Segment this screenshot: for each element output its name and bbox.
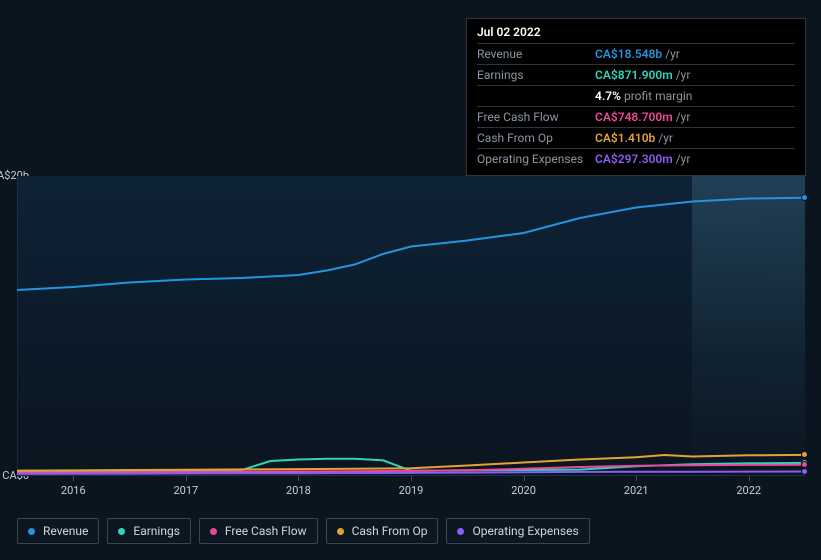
legend-dot-icon: [28, 528, 35, 535]
legend-dot-icon: [337, 528, 344, 535]
series-revenue: [17, 198, 805, 290]
chart-lines: [17, 176, 805, 476]
series-end-dot-revenue: [801, 194, 808, 201]
tooltip-row-label: Revenue: [477, 47, 595, 61]
series-end-dot-cfo: [801, 451, 808, 458]
x-axis-tick: [73, 476, 74, 481]
legend-label: Earnings: [133, 524, 180, 538]
chart-tooltip: Jul 02 2022 RevenueCA$18.548b/yrEarnings…: [466, 18, 806, 176]
x-axis-label: 2017: [173, 484, 198, 497]
series-end-dot-fcf: [801, 461, 808, 468]
tooltip-row-label: Cash From Op: [477, 131, 595, 145]
series-end-dot-opex: [801, 468, 808, 475]
tooltip-row-value: CA$871.900m/yr: [595, 68, 795, 82]
tooltip-row-value: CA$18.548b/yr: [595, 47, 795, 61]
series-cfo: [17, 455, 805, 471]
legend-item-opex[interactable]: Operating Expenses: [446, 518, 589, 544]
tooltip-row: 4.7%profit margin: [477, 85, 795, 106]
tooltip-row: Cash From OpCA$1.410b/yr: [477, 127, 795, 148]
x-axis-tick: [298, 476, 299, 481]
legend-label: Cash From Op: [352, 524, 428, 538]
tooltip-title: Jul 02 2022: [477, 25, 795, 43]
x-axis-label: 2022: [736, 484, 761, 497]
legend-dot-icon: [118, 528, 125, 535]
x-axis-label: 2021: [624, 484, 649, 497]
legend-item-cfo[interactable]: Cash From Op: [326, 518, 439, 544]
tooltip-row: Operating ExpensesCA$297.300m/yr: [477, 148, 795, 169]
chart-legend: Revenue Earnings Free Cash Flow Cash From O…: [17, 518, 590, 544]
x-axis-label: 2018: [286, 484, 311, 497]
tooltip-row-label: Operating Expenses: [477, 152, 595, 166]
legend-item-fcf[interactable]: Free Cash Flow: [199, 518, 318, 544]
tooltip-row: Free Cash FlowCA$748.700m/yr: [477, 106, 795, 127]
legend-label: Revenue: [43, 524, 88, 538]
tooltip-row-value: CA$748.700m/yr: [595, 110, 795, 124]
tooltip-row-value: 4.7%profit margin: [595, 89, 795, 103]
tooltip-row-label: Free Cash Flow: [477, 110, 595, 124]
legend-item-earnings[interactable]: Earnings: [107, 518, 191, 544]
tooltip-row-label: Earnings: [477, 68, 595, 82]
x-axis-tick: [186, 476, 187, 481]
legend-dot-icon: [210, 528, 217, 535]
x-axis-tick: [411, 476, 412, 481]
legend-label: Operating Expenses: [472, 524, 578, 538]
x-axis-label: 2016: [61, 484, 86, 497]
x-axis-tick: [749, 476, 750, 481]
chart-plot-area[interactable]: [17, 176, 805, 476]
x-axis-label: 2019: [399, 484, 424, 497]
tooltip-row: RevenueCA$18.548b/yr: [477, 43, 795, 64]
tooltip-row-label: [477, 89, 595, 103]
legend-dot-icon: [457, 528, 464, 535]
legend-label: Free Cash Flow: [225, 524, 307, 538]
x-axis-tick: [636, 476, 637, 481]
x-axis-label: 2020: [511, 484, 536, 497]
tooltip-row-value: CA$1.410b/yr: [595, 131, 795, 145]
tooltip-row: EarningsCA$871.900m/yr: [477, 64, 795, 85]
tooltip-row-value: CA$297.300m/yr: [595, 152, 795, 166]
legend-item-revenue[interactable]: Revenue: [17, 518, 99, 544]
x-axis-tick: [524, 476, 525, 481]
